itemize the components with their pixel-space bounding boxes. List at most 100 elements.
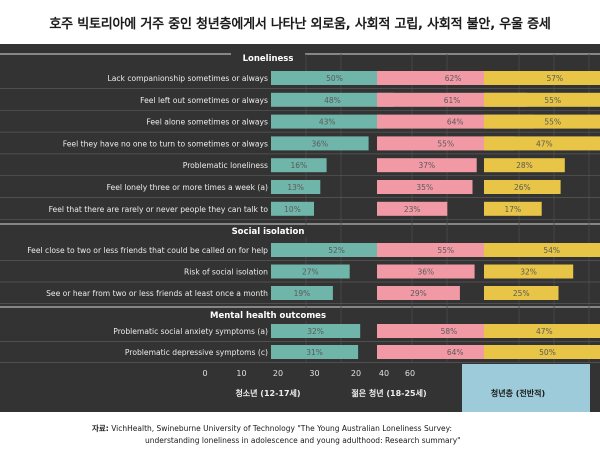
bar <box>484 71 600 85</box>
section-title: Social isolation <box>232 227 305 237</box>
bar-value-label: 13% <box>287 183 304 192</box>
source-label: 자료: <box>92 424 109 433</box>
x-tick-label: 0 <box>202 369 207 378</box>
bar-value-label: 58% <box>441 327 458 336</box>
title-bar: 호주 빅토리아에 거주 중인 청년층에게서 나타난 외로움, 사회적 고립, 사… <box>0 0 600 44</box>
category-label: Feel they have no one to turn to sometim… <box>63 139 268 148</box>
bar <box>484 264 574 279</box>
category-label: Problematic loneliness <box>183 161 268 170</box>
bar <box>484 158 565 173</box>
bar <box>484 201 542 216</box>
x-tick-label: 60 <box>405 369 415 378</box>
x-tick-label: 20 <box>351 369 361 378</box>
bar-value-label: 19% <box>294 289 311 298</box>
section-title-bg <box>231 52 305 64</box>
bar-value-label: 23% <box>404 205 421 214</box>
legend-label: 청소년 (12-17세) <box>235 388 300 398</box>
bar-value-label: 55% <box>437 246 454 255</box>
category-label: Problematic depressive symptoms (c) <box>125 348 268 357</box>
bar-value-label: 54% <box>543 246 560 255</box>
category-label: Feel that there are rarely or never peop… <box>49 205 269 214</box>
bar <box>484 243 600 257</box>
category-label: Problematic social anxiety symptoms (a) <box>113 327 268 336</box>
category-label: Lack companionship sometimes or always <box>107 74 268 83</box>
source-text-1: VichHealth, Swineburne University of Tec… <box>111 424 453 433</box>
legend-label: 청년층 (전반적) <box>491 388 545 398</box>
bar-value-label: 26% <box>514 183 531 192</box>
x-tick-label: 30 <box>309 369 319 378</box>
bar <box>484 136 600 151</box>
category-label: Feel left out sometimes or always <box>140 96 268 105</box>
bar-value-label: 64% <box>447 348 464 357</box>
bar <box>271 158 327 173</box>
bar-value-label: 16% <box>290 161 307 170</box>
bar <box>271 136 369 151</box>
bar <box>377 136 515 151</box>
x-tick-label: 20 <box>273 369 283 378</box>
bar <box>484 114 600 129</box>
category-label: Feel alone sometimes or always <box>146 118 268 127</box>
source-line-1: 자료: VichHealth, Swineburne University of… <box>92 423 452 434</box>
bar <box>271 345 359 359</box>
bar <box>484 286 559 300</box>
bar-value-label: 37% <box>419 161 436 170</box>
bar <box>271 324 361 338</box>
bar <box>377 180 473 194</box>
bar <box>271 201 314 216</box>
bar-value-label: 17% <box>505 205 522 214</box>
bar <box>271 114 384 129</box>
bar <box>271 243 403 257</box>
section-title: Mental health outcomes <box>210 311 326 321</box>
bar-value-label: 55% <box>544 96 561 105</box>
source-line-2: understanding loneliness in adolescence … <box>145 436 461 445</box>
bar-chart: Loneliness Lack companionship sometimes o… <box>0 52 600 412</box>
bar-value-label: 29% <box>410 289 427 298</box>
bar-value-label: 57% <box>547 74 564 83</box>
bar-value-label: 55% <box>544 118 561 127</box>
bar-value-label: 35% <box>416 183 433 192</box>
bar <box>484 92 600 107</box>
bar-value-label: 43% <box>319 118 336 127</box>
section-title: Loneliness <box>243 54 294 64</box>
bar-value-label: 48% <box>324 96 341 105</box>
category-label: Feel lonely three or more times a week (… <box>107 183 268 192</box>
bar-value-label: 28% <box>516 161 533 170</box>
bar-value-label: 50% <box>539 348 556 357</box>
x-tick-label: 40 <box>379 369 389 378</box>
bar-value-label: 62% <box>445 74 462 83</box>
x-tick-label: 10 <box>236 369 246 378</box>
bar-value-label: 27% <box>302 268 319 277</box>
bar-value-label: 36% <box>311 139 328 148</box>
bar <box>271 180 321 194</box>
bar-value-label: 25% <box>513 289 530 298</box>
bar-value-label: 64% <box>447 118 464 127</box>
legend-label: 젊은 청년 (18-25세) <box>351 388 426 398</box>
bar-value-label: 36% <box>417 268 434 277</box>
bar-value-label: 61% <box>444 96 461 105</box>
bar-value-label: 47% <box>536 327 553 336</box>
bar <box>484 324 600 338</box>
bar <box>377 243 515 257</box>
category-label: See or hear from two or less friends at … <box>46 289 268 298</box>
bar-value-label: 52% <box>328 246 345 255</box>
source-note: 자료: VichHealth, Swineburne University of… <box>0 412 600 453</box>
bar <box>377 158 477 173</box>
legend-highlight <box>462 364 590 412</box>
bar-value-label: 50% <box>326 74 343 83</box>
bar-value-label: 32% <box>307 327 324 336</box>
section-title-bg <box>197 309 339 321</box>
bar-value-label: 47% <box>536 139 553 148</box>
bar-value-label: 32% <box>520 268 537 277</box>
bar <box>271 264 350 279</box>
chart-panel: Loneliness Lack companionship sometimes o… <box>0 44 600 412</box>
category-label: Risk of social isolation <box>184 268 268 277</box>
section-title-bg <box>214 225 322 237</box>
chart-title: 호주 빅토리아에 거주 중인 청년층에게서 나타난 외로움, 사회적 고립, 사… <box>49 16 551 32</box>
bar <box>271 286 333 300</box>
bar <box>484 180 561 194</box>
bar <box>271 92 394 107</box>
bar-value-label: 55% <box>437 139 454 148</box>
bar-value-label: 31% <box>306 348 323 357</box>
bar <box>271 71 398 85</box>
